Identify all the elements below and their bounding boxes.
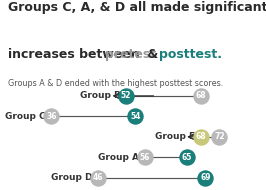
Text: posttest.: posttest.	[159, 48, 222, 61]
Text: 65: 65	[181, 153, 192, 162]
Text: pretest: pretest	[105, 48, 156, 61]
Text: Group A: Group A	[98, 153, 139, 162]
Point	[49, 115, 53, 118]
Point	[133, 115, 138, 118]
Point	[124, 94, 128, 97]
Point	[203, 176, 207, 179]
Text: 69: 69	[200, 173, 211, 182]
Text: 36: 36	[46, 112, 57, 121]
Text: increases between: increases between	[8, 48, 144, 61]
Text: 72: 72	[214, 132, 225, 141]
Text: &: &	[143, 48, 163, 61]
Point	[217, 135, 222, 138]
Text: 56: 56	[139, 153, 150, 162]
Text: Group E: Group E	[155, 132, 195, 141]
Point	[198, 94, 203, 97]
Text: 68: 68	[195, 132, 206, 141]
Text: Group D: Group D	[51, 173, 92, 182]
Text: 46: 46	[93, 173, 103, 182]
Point	[185, 156, 189, 159]
Text: 52: 52	[121, 91, 131, 100]
Text: Group B: Group B	[80, 91, 120, 100]
Text: Groups A & D ended with the highest posttest scores.: Groups A & D ended with the highest post…	[8, 79, 223, 88]
Text: 68: 68	[195, 91, 206, 100]
Point	[96, 176, 100, 179]
Point	[143, 156, 147, 159]
Text: Group C: Group C	[5, 112, 46, 121]
Text: Groups C, A, & D all made significant: Groups C, A, & D all made significant	[8, 1, 266, 14]
Text: 54: 54	[130, 112, 140, 121]
Point	[198, 135, 203, 138]
